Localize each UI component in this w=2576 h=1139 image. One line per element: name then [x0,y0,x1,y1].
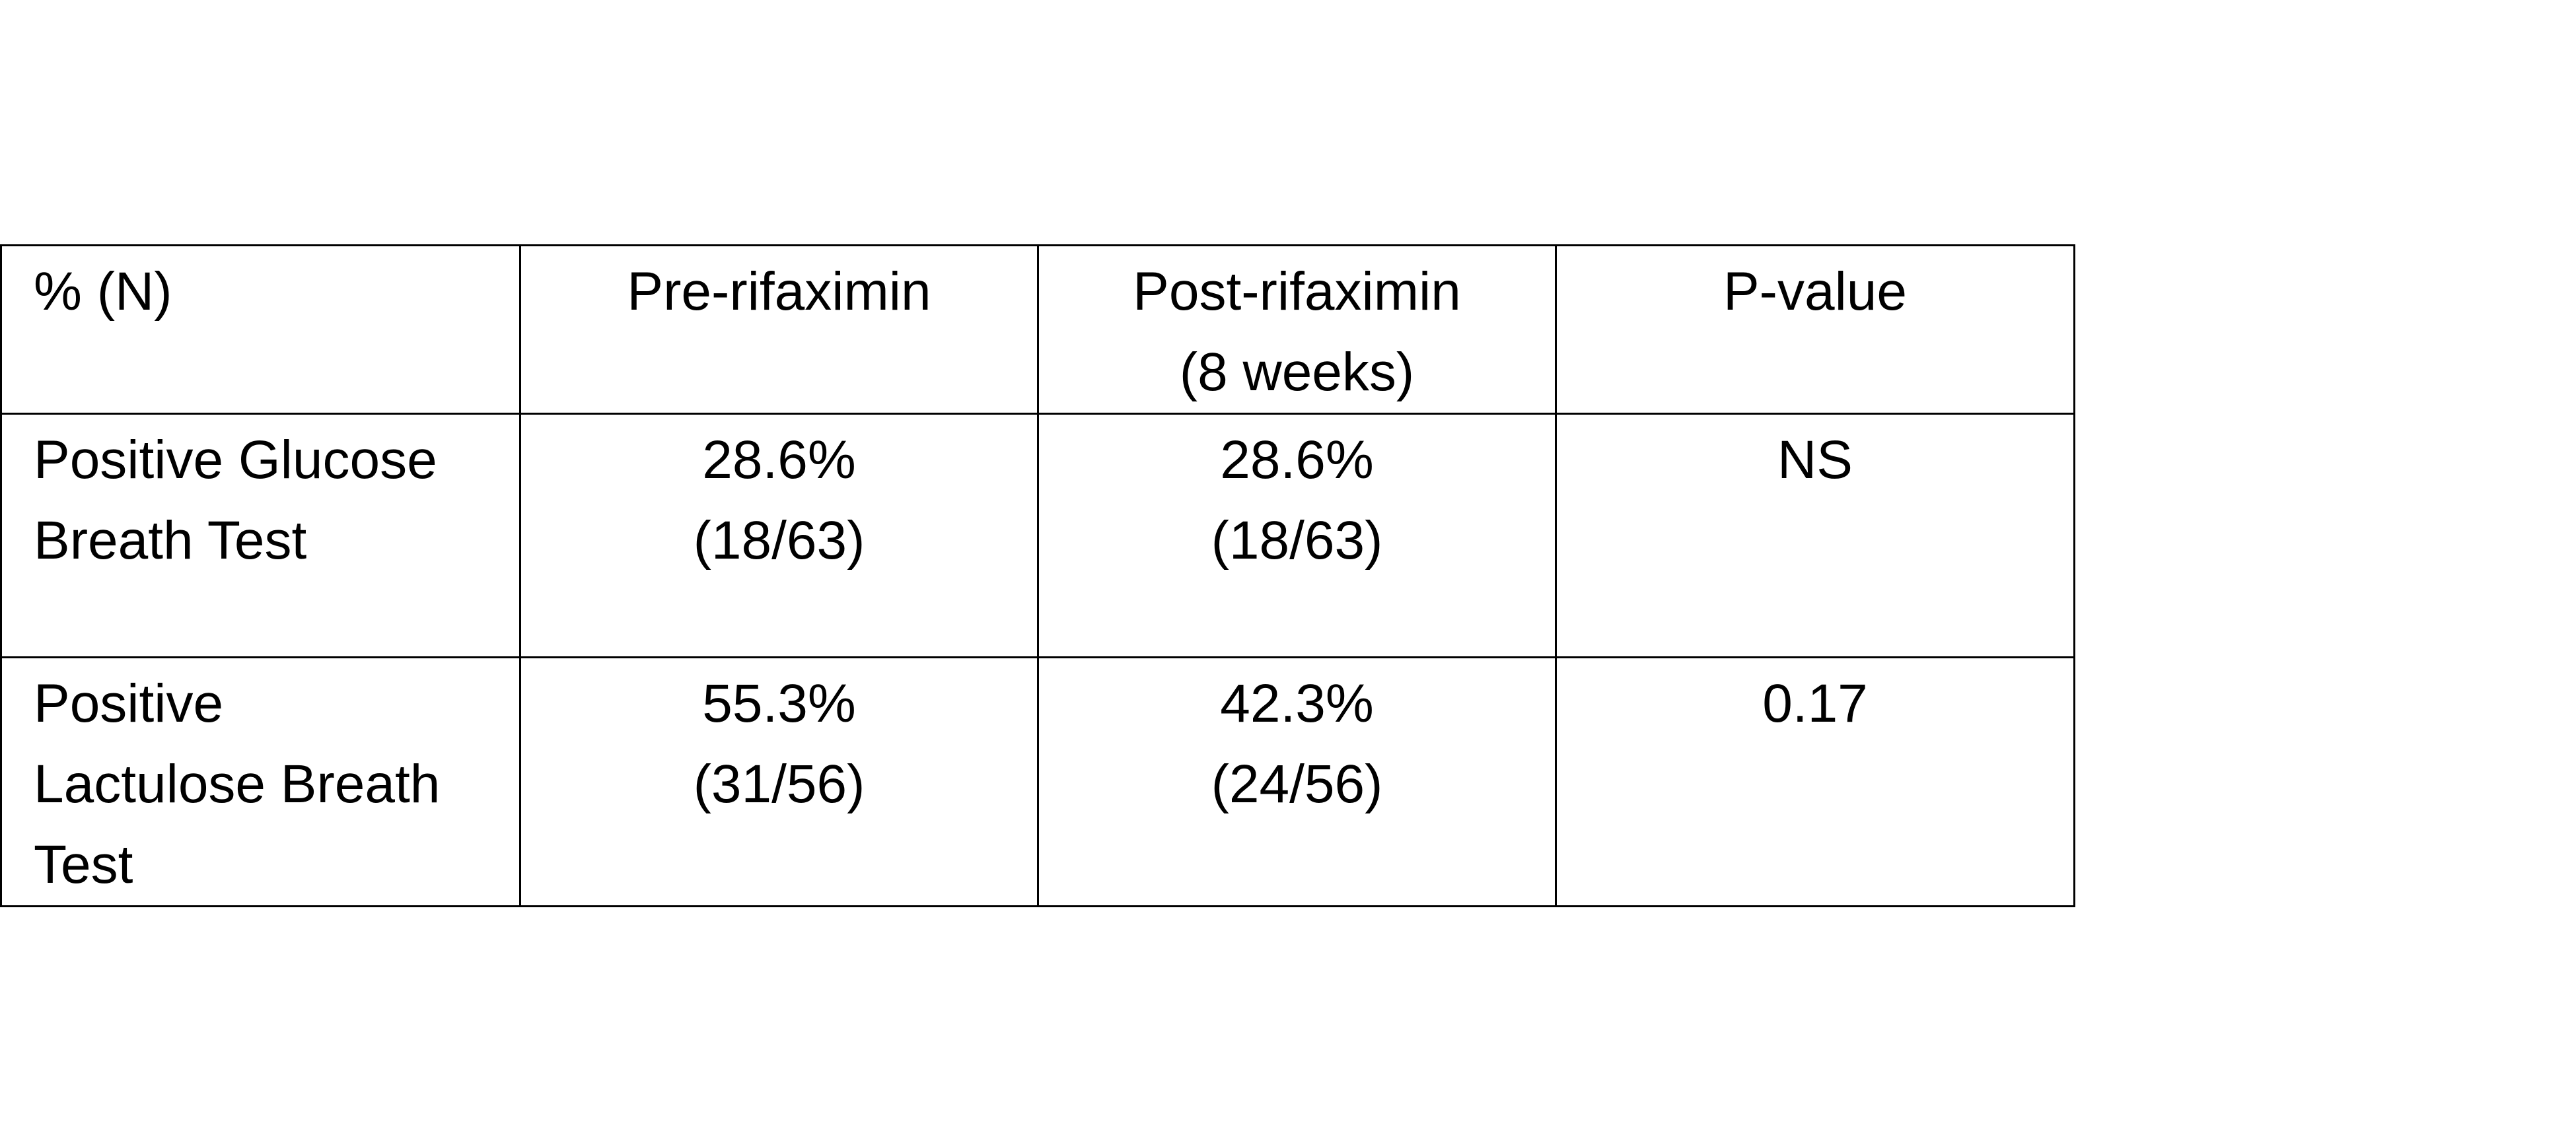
row-label-line: Positive [34,673,224,734]
table-header-row: % (N) Pre-rifaximin Post-rifaximin (8 we… [0,244,2075,415]
row-label-line: Positive Glucose [34,430,437,490]
pre-count: (18/63) [693,510,865,570]
post-count: (24/56) [1211,754,1383,814]
header-cell-pre: Pre-rifaximin [519,244,1039,415]
pre-count: (31/56) [693,754,865,814]
row-label-line: Lactulose Breath [34,754,441,814]
post-percent: 42.3% [1220,673,1374,734]
header-p-value: P-value [1723,261,1908,322]
header-post-duration: (8 weeks) [1179,342,1415,402]
row-label-line: Test [34,835,133,895]
pre-value-cell: 28.6% (18/63) [519,413,1039,658]
p-value-cell: NS [1555,413,2075,658]
header-cell-p-value: P-value [1555,244,2075,415]
post-value-cell: 28.6% (18/63) [1037,413,1557,658]
row-label-cell: Positive Glucose Breath Test [0,413,521,658]
table-row: Positive Lactulose Breath Test 55.3% (31… [0,656,2075,907]
pre-percent: 55.3% [702,673,856,734]
p-value: NS [1777,430,1853,490]
pre-percent: 28.6% [702,430,856,490]
p-value-cell: 0.17 [1555,656,2075,907]
row-label-cell: Positive Lactulose Breath Test [0,656,521,907]
header-pre-rifaximin: Pre-rifaximin [627,261,931,322]
row-label-line: Breath Test [34,510,307,570]
post-count: (18/63) [1211,510,1383,570]
table-row: Positive Glucose Breath Test 28.6% (18/6… [0,413,2075,658]
header-cell-post: Post-rifaximin (8 weeks) [1037,244,1557,415]
p-value: 0.17 [1762,673,1868,734]
pre-value-cell: 55.3% (31/56) [519,656,1039,907]
results-table: % (N) Pre-rifaximin Post-rifaximin (8 we… [0,244,2075,907]
post-value-cell: 42.3% (24/56) [1037,656,1557,907]
header-cell-percent-n: % (N) [0,244,521,415]
post-percent: 28.6% [1220,430,1374,490]
header-post-rifaximin: Post-rifaximin [1133,261,1461,322]
header-percent-n: % (N) [34,261,172,322]
